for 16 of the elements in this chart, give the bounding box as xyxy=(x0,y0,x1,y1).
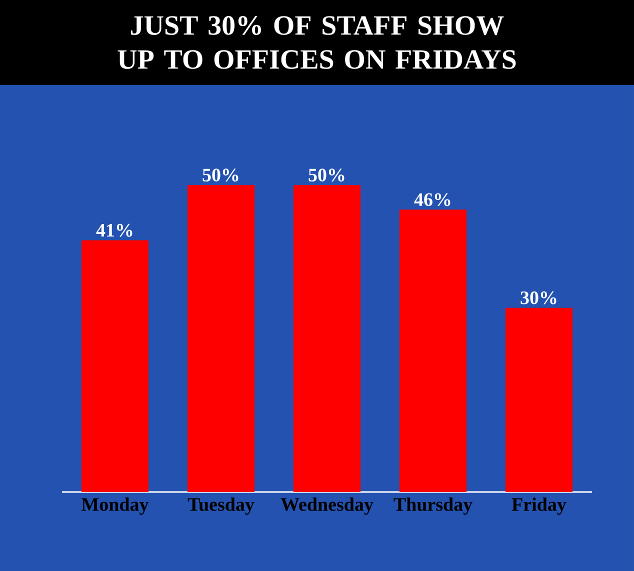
x-tick-label: Monday xyxy=(82,498,149,515)
data-label: 46% xyxy=(414,193,450,206)
x-tick-label: Wednesday xyxy=(280,498,374,515)
x-tick-label: Friday xyxy=(512,498,566,515)
bar xyxy=(294,185,361,492)
data-label: 30% xyxy=(520,291,556,304)
bar xyxy=(82,240,148,492)
data-label: 50% xyxy=(202,168,238,182)
data-label: 41% xyxy=(96,224,132,237)
bar xyxy=(506,308,573,492)
x-tick-label: Thursday xyxy=(394,498,472,515)
chart-title: JUST 30% OF STAFF SHOW UP TO OFFICES ON FRIDAYS xyxy=(118,16,516,69)
x-tick-label: Tuesday xyxy=(188,498,254,515)
bar xyxy=(188,185,255,492)
data-label: 50% xyxy=(308,168,344,182)
bar xyxy=(400,210,467,492)
